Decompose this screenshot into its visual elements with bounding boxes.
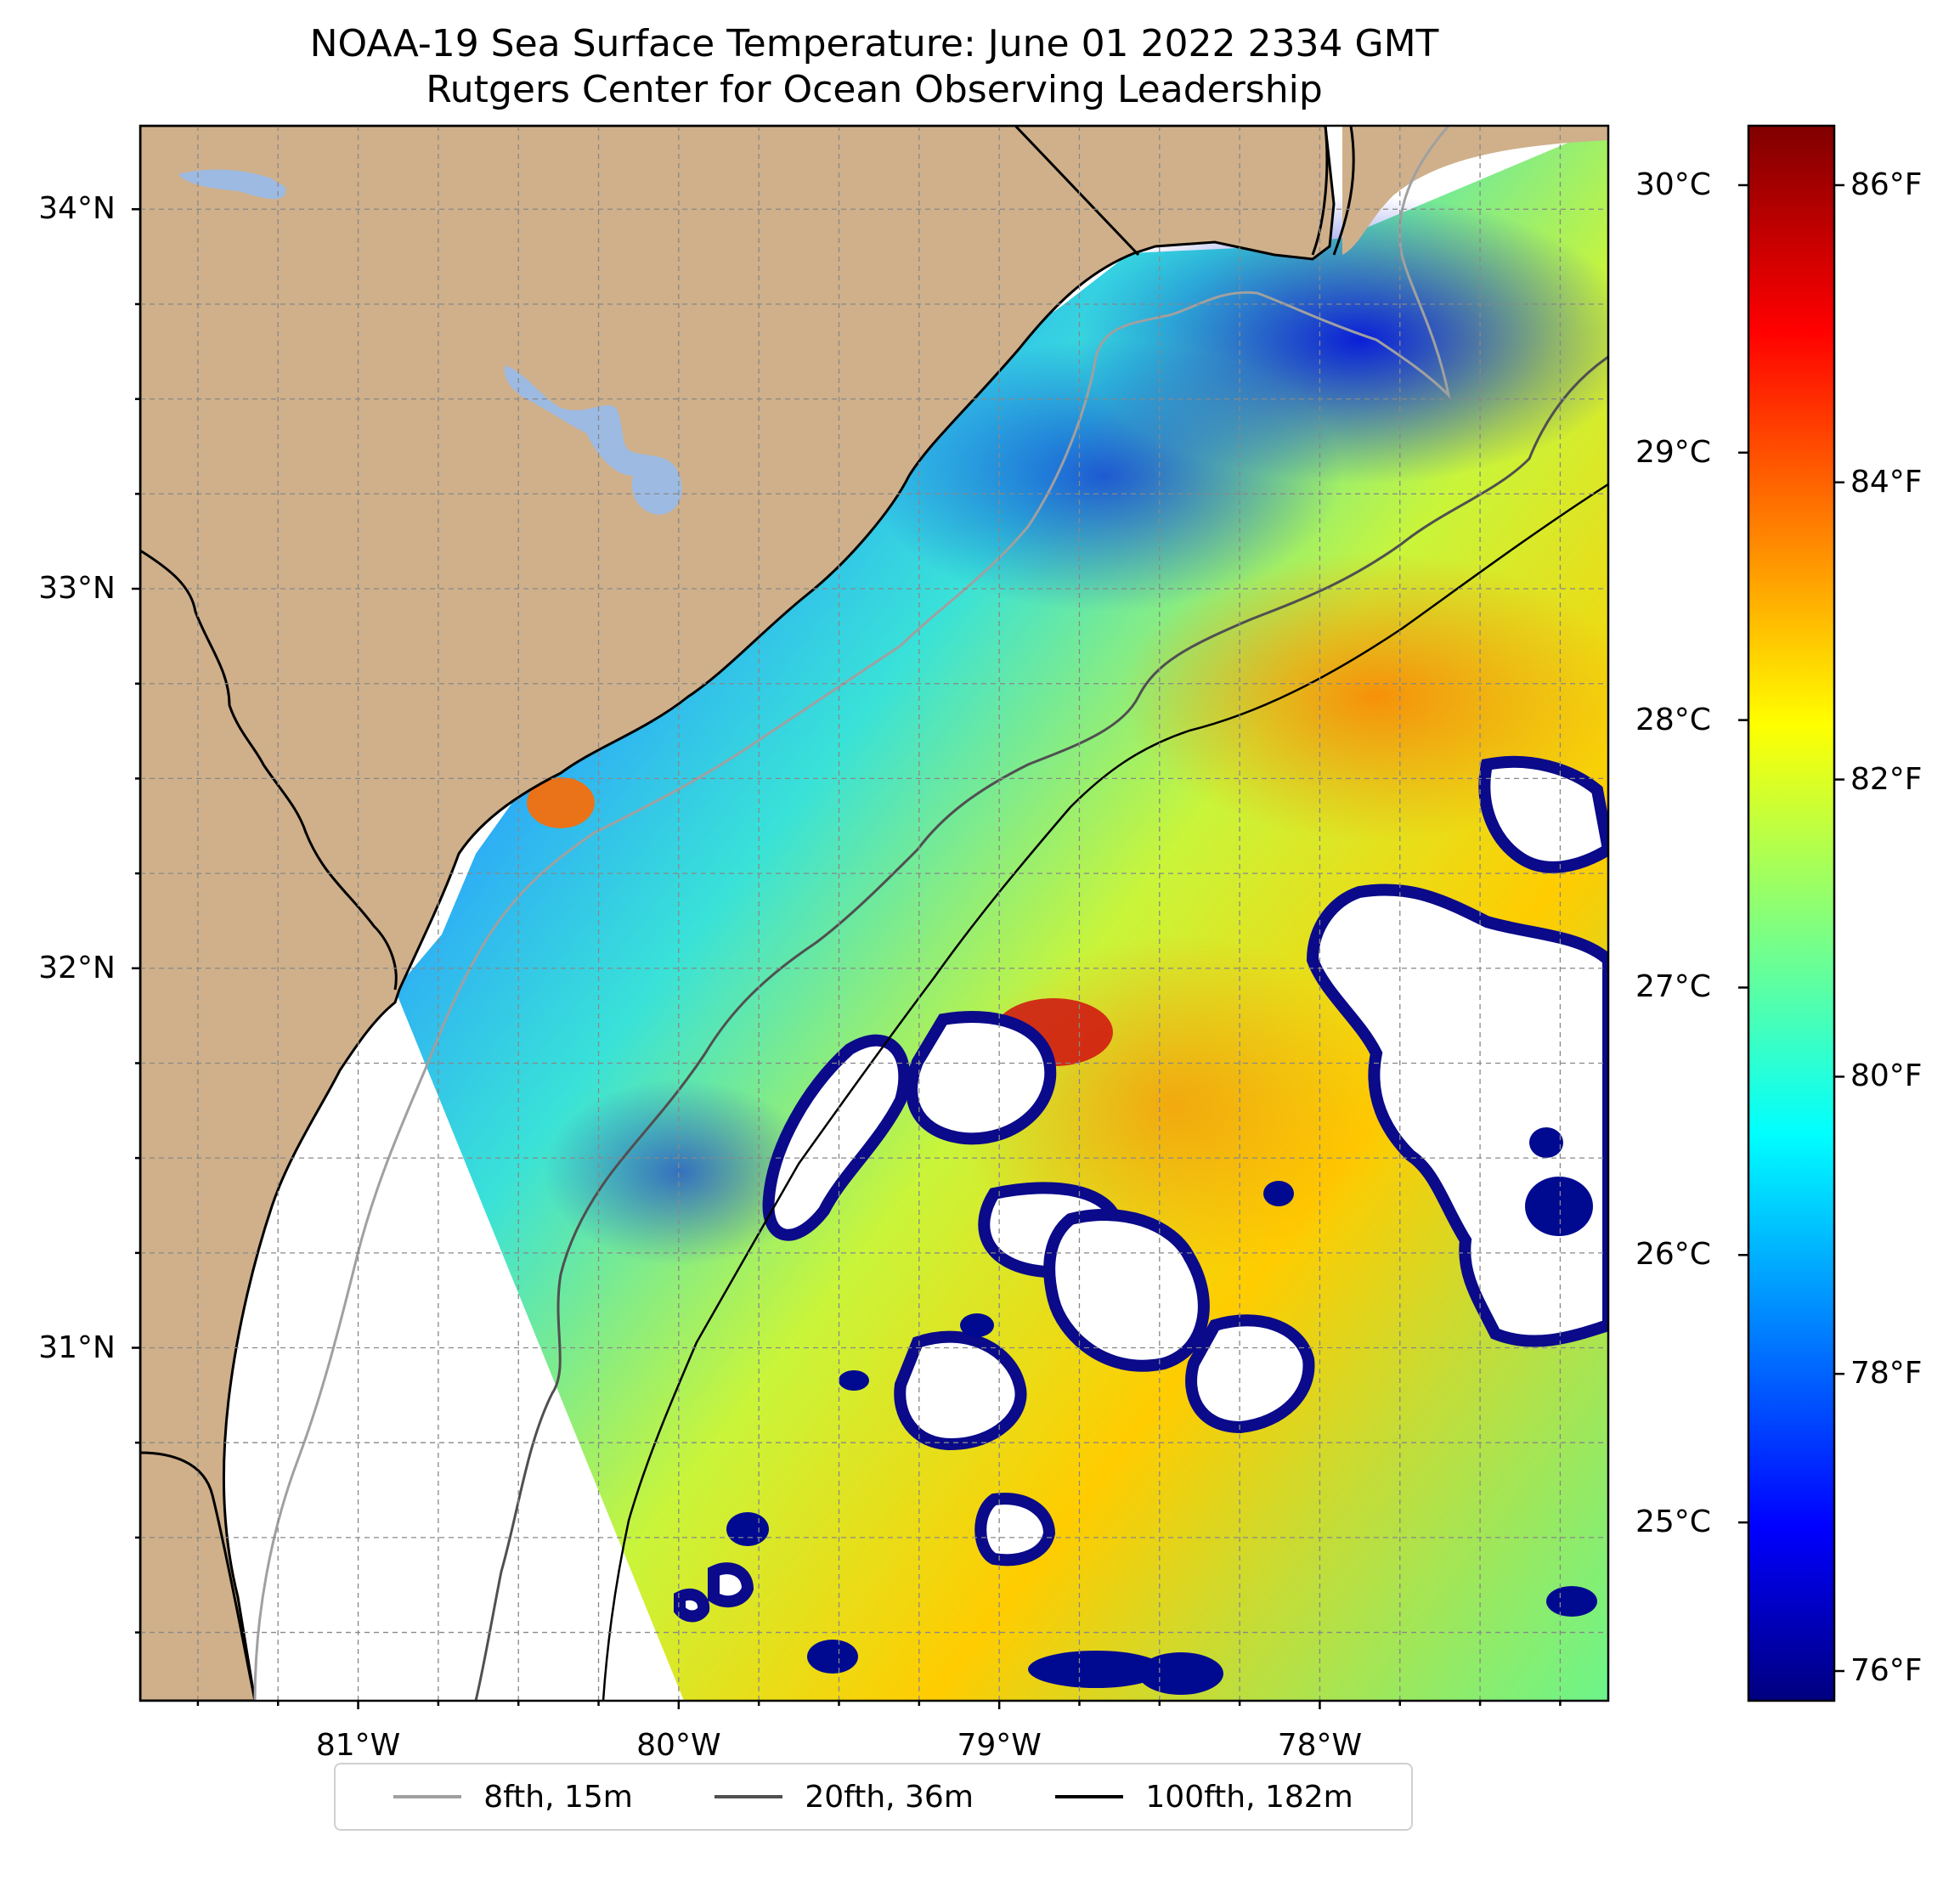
celsius-label: 26°C [1635,1237,1711,1273]
isobath-20fth [474,355,1608,1701]
map-subtitle: Rutgers Center for Ocean Observing Leade… [426,68,1323,111]
celsius-label: 30°C [1635,167,1711,202]
longitude-ticks [196,1701,1562,1709]
legend-line-20fth [715,1795,783,1798]
legend-label-100fth: 100fth, 182m [1145,1779,1353,1815]
fahrenheit-label: 84°F [1850,464,1923,500]
colorbar [1747,124,1836,1702]
fahrenheit-label: 86°F [1850,167,1923,202]
legend-label-8fth: 8fth, 15m [483,1779,633,1815]
legend-line-8fth [393,1795,462,1798]
latitude-ticks [132,208,140,1634]
fahrenheit-label: 80°F [1850,1059,1923,1094]
land-borders [140,126,1140,1701]
lon-label: 81°W [315,1728,401,1763]
celsius-label: 28°C [1635,702,1711,737]
colorbar-celsius-ticks [1738,183,1748,1524]
fahrenheit-label: 78°F [1850,1356,1923,1392]
isobath-8fth [253,126,1451,1701]
isobath-100fth [602,483,1608,1701]
fahrenheit-label: 76°F [1850,1653,1923,1689]
map-title: NOAA-19 Sea Surface Temperature: June 01… [309,22,1439,65]
colorbar-fahrenheit-ticks [1834,183,1844,1673]
lon-label: 79°W [957,1728,1042,1763]
lat-label: 32°N [38,950,116,985]
fahrenheit-label: 82°F [1850,761,1923,797]
legend-item-100fth: 100fth, 182m [1055,1780,1353,1815]
celsius-label: 25°C [1635,1505,1711,1540]
legend-item-20fth: 20fth, 36m [715,1780,974,1815]
sst-swath [395,126,1608,1701]
lat-label: 31°N [38,1330,116,1365]
legend-item-8fth: 8fth, 15m [393,1780,633,1815]
celsius-label: 29°C [1635,434,1711,470]
lon-label: 80°W [636,1728,721,1763]
cloud-mask [674,755,1608,1623]
lon-label: 78°W [1277,1728,1363,1763]
legend-line-100fth [1055,1795,1124,1798]
isobath-legend: 8fth, 15m 20fth, 36m 100fth, 182m [334,1763,1413,1831]
map-gridlines [140,126,1608,1701]
lat-label: 34°N [38,191,116,227]
lat-label: 33°N [38,571,116,607]
celsius-label: 27°C [1635,969,1711,1005]
inland-water [178,169,682,515]
map-frame [138,124,1610,1702]
legend-label-20fth: 20fth, 36m [805,1779,974,1815]
